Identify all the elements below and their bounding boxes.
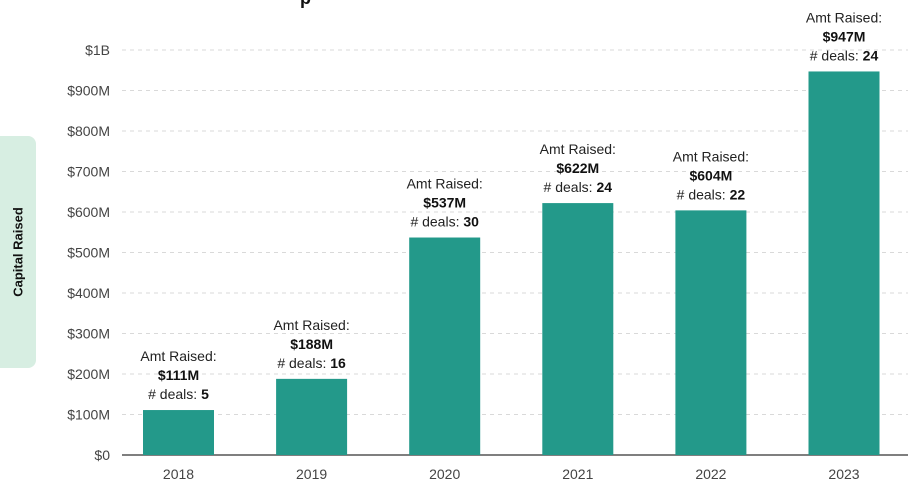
y-tick-label: $1B [85, 42, 110, 58]
bar-annotation-amount: $604M [689, 167, 732, 183]
deals-label: # deals: [148, 386, 201, 402]
deals-label: # deals: [277, 355, 330, 371]
bar-annotation-label: Amt Raised: [540, 141, 616, 157]
x-tick-label: 2018 [163, 466, 194, 482]
bar-annotation-deals: # deals: 22 [677, 186, 746, 202]
y-tick-label: $100M [67, 407, 110, 423]
bar-annotation-deals: # deals: 24 [544, 179, 613, 195]
bar-annotation-label: Amt Raised: [273, 317, 349, 333]
bar-annotation-amount: $111M [158, 367, 199, 383]
bar-annotation-amount: $622M [556, 160, 599, 176]
bar [675, 210, 747, 455]
bar-annotation-deals: # deals: 16 [277, 355, 346, 371]
deals-count: 30 [463, 214, 479, 230]
deals-count: 24 [596, 179, 612, 195]
y-tick-label: $300M [67, 326, 110, 342]
y-tick-label: $0 [94, 447, 110, 463]
bar [143, 410, 214, 455]
x-tick-label: 2019 [296, 466, 327, 482]
bar [808, 71, 880, 455]
bar-annotation-label: Amt Raised: [806, 9, 882, 25]
chart-title-fragment: p [300, 0, 311, 9]
y-tick-label: $900M [67, 83, 110, 99]
bar [409, 237, 481, 455]
x-tick-label: 2020 [429, 466, 460, 482]
bar-annotation-label: Amt Raised: [140, 348, 216, 364]
x-tick-label: 2022 [695, 466, 726, 482]
bar [276, 378, 348, 455]
deals-label: # deals: [810, 47, 863, 63]
x-tick-label: 2023 [828, 466, 859, 482]
y-tick-label: $200M [67, 366, 110, 382]
deals-label: # deals: [544, 179, 597, 195]
y-tick-label: $500M [67, 245, 110, 261]
y-tick-label: $800M [67, 123, 110, 139]
bar-annotation-amount: $947M [823, 28, 866, 44]
bar-annotation-amount: $188M [290, 336, 333, 352]
bar-annotation-deals: # deals: 24 [810, 47, 879, 63]
x-tick-label: 2021 [562, 466, 593, 482]
bar [542, 203, 614, 455]
bar-annotation-deals: # deals: 5 [148, 386, 209, 402]
y-axis-label-pill [0, 136, 36, 368]
deals-label: # deals: [410, 214, 463, 230]
bar-annotation-deals: # deals: 30 [410, 214, 479, 230]
deals-count: 16 [330, 355, 346, 371]
y-tick-label: $700M [67, 164, 110, 180]
y-tick-label: $600M [67, 204, 110, 220]
y-tick-label: $400M [67, 285, 110, 301]
bar-annotation-label: Amt Raised: [407, 176, 483, 192]
deals-count: 22 [730, 186, 746, 202]
bar-annotation-label: Amt Raised: [673, 148, 749, 164]
deals-count: 24 [863, 47, 879, 63]
deals-label: # deals: [677, 186, 730, 202]
deals-count: 5 [201, 386, 209, 402]
bar-annotation-amount: $537M [423, 195, 466, 211]
